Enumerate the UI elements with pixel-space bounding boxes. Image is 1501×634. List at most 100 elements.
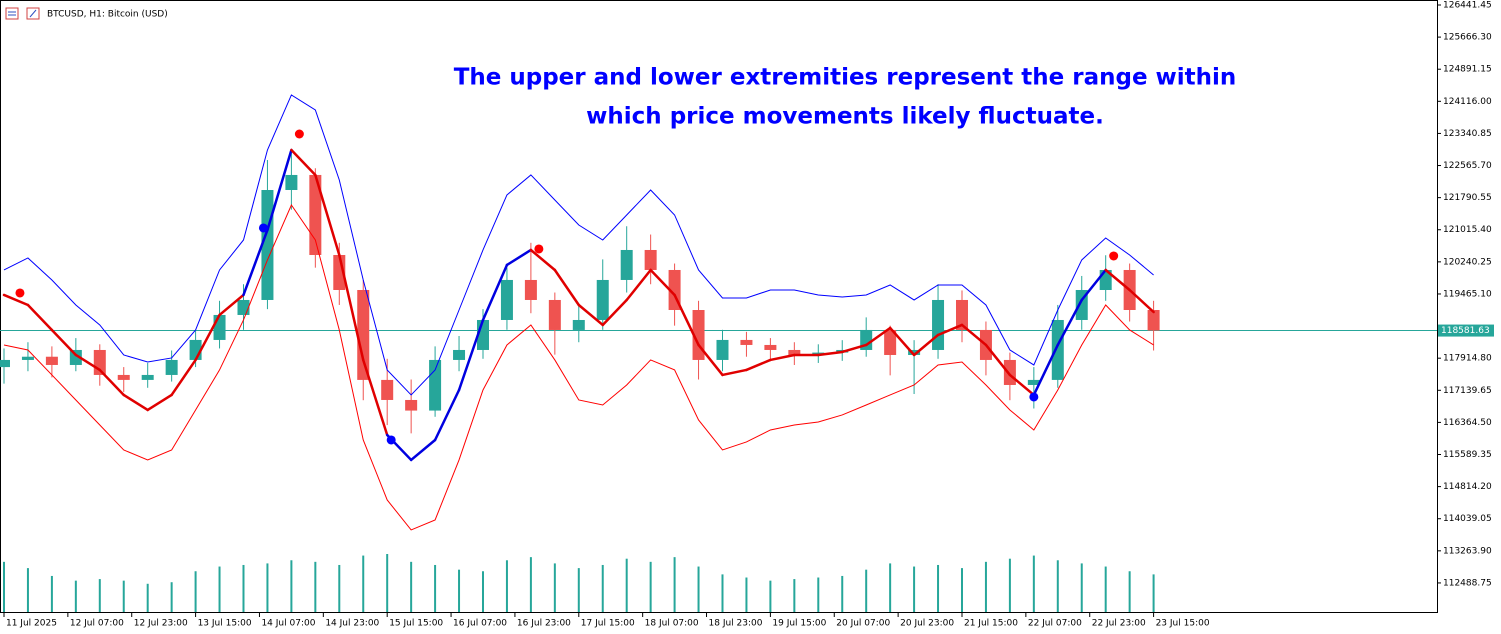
volume-bar <box>984 561 987 612</box>
candle-body <box>213 314 226 340</box>
volume-bar <box>362 555 365 612</box>
trend-segment <box>2 293 30 307</box>
trend-segment <box>26 303 54 332</box>
trend-segment <box>122 393 149 412</box>
volume-bar <box>601 564 604 612</box>
annotation: which price movements likely fluctuate. <box>586 104 1104 130</box>
x-tick-label: 16 Jul 23:00 <box>517 619 571 629</box>
volume-bar <box>242 564 245 612</box>
trend-segment <box>218 293 245 317</box>
trend-segment <box>1056 298 1083 347</box>
volume-bar <box>50 575 53 612</box>
annotation: The upper and lower extremities represen… <box>454 65 1237 91</box>
candle-body <box>45 356 58 365</box>
volume-bar <box>769 580 772 612</box>
volume-bar <box>98 579 101 612</box>
x-tick-label: 16 Jul 07:00 <box>453 619 507 629</box>
y-tick-label: 124891.15 <box>1443 65 1492 75</box>
y-tick-label: 112488.75 <box>1443 578 1492 588</box>
volume-bar <box>937 564 940 612</box>
trend-segment <box>817 350 844 357</box>
y-tick-label: 117914.80 <box>1443 354 1492 364</box>
volume-bar <box>218 566 221 612</box>
candle-body <box>69 349 82 365</box>
volume-bar <box>314 561 317 612</box>
candle-body <box>644 249 657 270</box>
x-tick-label: 15 Jul 15:00 <box>389 619 443 629</box>
trend-segment <box>50 328 78 357</box>
y-tick-label: 116364.50 <box>1443 418 1492 428</box>
y-tick-label: 115589.35 <box>1443 450 1492 460</box>
candle-body <box>405 399 418 411</box>
volume-bar <box>553 563 556 612</box>
y-tick-label: 121015.40 <box>1443 225 1492 235</box>
trend-segment <box>601 298 628 327</box>
trend-segment <box>481 263 509 322</box>
x-tick-label: 11 Jul 2025 <box>6 619 57 629</box>
signal-dot <box>386 435 396 445</box>
last-price-box <box>1438 324 1494 337</box>
volume-bar <box>577 568 580 612</box>
y-tick-label: 119465.10 <box>1443 289 1492 299</box>
candle-body <box>955 299 968 330</box>
candle-body <box>740 339 753 345</box>
volume-bar <box>793 579 796 612</box>
candle-body <box>21 356 34 360</box>
candle-body <box>500 279 513 320</box>
candle-body <box>0 359 10 368</box>
signal-dot <box>1029 392 1039 402</box>
y-tick-label: 120240.25 <box>1443 257 1492 267</box>
signal-dot <box>258 223 268 233</box>
x-tick-label: 20 Jul 23:00 <box>900 619 954 629</box>
volume-bar <box>1104 566 1107 612</box>
x-tick-label: 13 Jul 15:00 <box>198 619 252 629</box>
volume-bar <box>529 557 532 612</box>
y-tick-label: 126441.45 <box>1443 0 1492 10</box>
y-tick-label: 121790.55 <box>1443 193 1492 203</box>
volume-bar <box>505 560 508 612</box>
x-tick-label: 22 Jul 07:00 <box>1028 619 1082 629</box>
candle-body <box>1027 379 1040 385</box>
volume-bar <box>721 574 724 612</box>
header-icons <box>5 7 40 20</box>
trend-segment <box>194 313 221 362</box>
x-tick-label: 14 Jul 07:00 <box>261 619 315 629</box>
x-tick-label: 14 Jul 23:00 <box>325 619 379 629</box>
volume-bar <box>1032 555 1035 612</box>
trend-segment <box>242 228 269 297</box>
volume-bar <box>889 563 892 612</box>
volume-bar <box>649 561 652 612</box>
candle-body <box>1147 310 1160 331</box>
candle-body <box>381 379 394 400</box>
trend-segment <box>1080 268 1107 302</box>
candle-body <box>524 279 537 300</box>
volume-bar <box>1056 560 1059 612</box>
band-line <box>3 203 1154 531</box>
trend-segment <box>433 388 461 442</box>
candle-body <box>620 249 633 280</box>
volume-bar <box>338 564 341 612</box>
trend-segment <box>984 343 1012 377</box>
volume-bar <box>2 561 5 612</box>
candle-body <box>357 289 370 380</box>
trend-segment <box>864 326 892 347</box>
trend-segment <box>98 368 125 397</box>
volume-bar <box>1080 563 1083 612</box>
volume-bar <box>745 577 748 612</box>
volume-bar <box>913 566 916 612</box>
signal-dot <box>15 288 25 298</box>
candle-body <box>453 349 466 360</box>
x-tick-label: 17 Jul 15:00 <box>581 619 635 629</box>
volume-bar <box>386 554 389 612</box>
volume-bar <box>865 569 868 612</box>
trend-segment <box>936 323 964 337</box>
y-tick-label: 117139.65 <box>1443 386 1492 396</box>
trend-segment <box>170 358 197 397</box>
volume-bar <box>481 571 484 612</box>
candle-body <box>1003 359 1016 385</box>
candle-body <box>237 299 250 315</box>
x-tick-label: 20 Jul 07:00 <box>836 619 890 629</box>
signal-dot <box>534 244 544 254</box>
trend-segment <box>960 323 988 347</box>
volume-bar <box>1008 558 1011 612</box>
